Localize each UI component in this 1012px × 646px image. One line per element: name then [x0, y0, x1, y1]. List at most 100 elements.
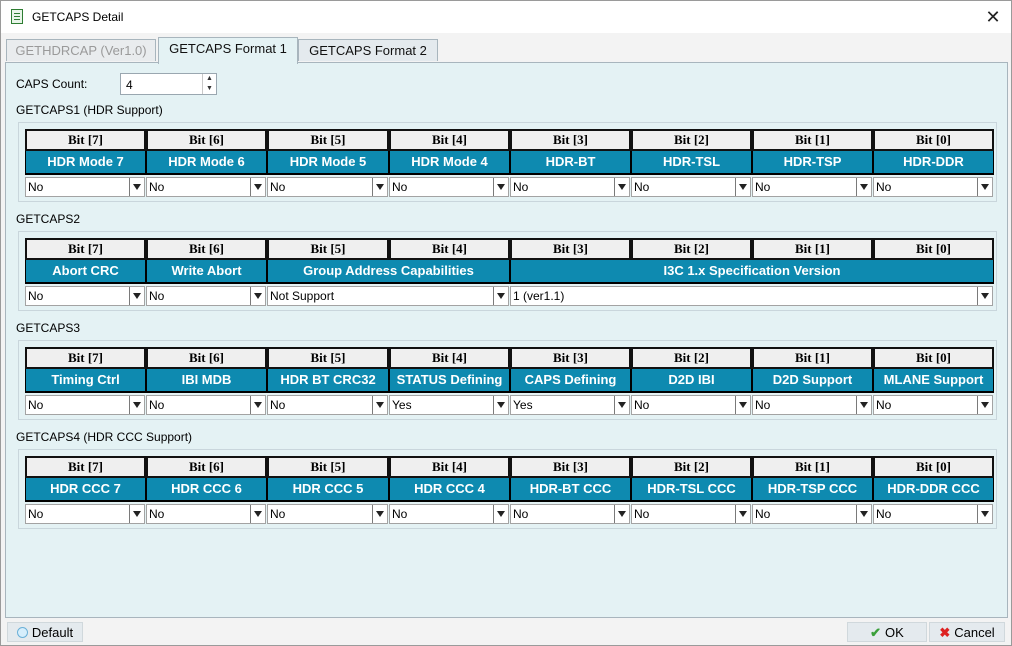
tab-getcaps-format-1[interactable]: GETCAPS Format 1	[158, 37, 298, 64]
field-value-select[interactable]: No	[873, 395, 993, 415]
dropdown-arrow-icon[interactable]	[977, 178, 992, 196]
dropdown-arrow-icon[interactable]	[977, 287, 992, 305]
field-value-select[interactable]: No	[389, 504, 509, 524]
dropdown-arrow-icon[interactable]	[129, 396, 144, 414]
field-value-select[interactable]: No	[146, 504, 266, 524]
bit-header: Bit [4]	[389, 129, 510, 151]
field-header: HDR-TSL CCC	[631, 478, 752, 502]
dropdown-arrow-icon[interactable]	[250, 178, 265, 196]
select-value: No	[392, 180, 408, 194]
dropdown-arrow-icon[interactable]	[856, 396, 871, 414]
bit-header: Bit [1]	[752, 129, 873, 151]
field-value-select[interactable]: No	[146, 395, 266, 415]
bit-header: Bit [7]	[25, 347, 146, 369]
field-value-select[interactable]: No	[267, 395, 388, 415]
field-header: STATUS Defining	[389, 369, 510, 393]
dropdown-arrow-icon[interactable]	[250, 287, 265, 305]
field-value-select[interactable]: No	[510, 177, 630, 197]
dropdown-arrow-icon[interactable]	[372, 178, 387, 196]
tab-getcaps-format-2[interactable]: GETCAPS Format 2	[298, 39, 438, 61]
caps-count-value[interactable]: 4	[126, 78, 133, 92]
bit-header: Bit [7]	[25, 129, 146, 151]
spinner-buttons: ▲ ▼	[202, 74, 216, 94]
field-value-select[interactable]: No	[631, 504, 751, 524]
close-icon[interactable]: ✕	[985, 7, 1001, 27]
field-value-select[interactable]: No	[25, 286, 145, 306]
select-value: No	[513, 507, 529, 521]
bit-header: Bit [0]	[873, 238, 994, 260]
dropdown-arrow-icon[interactable]	[129, 178, 144, 196]
dropdown-arrow-icon[interactable]	[250, 396, 265, 414]
field-header: HDR BT CRC32	[267, 369, 389, 393]
select-value: Not Support	[270, 289, 335, 303]
dropdown-arrow-icon[interactable]	[614, 505, 629, 523]
field-header: Abort CRC	[25, 260, 146, 284]
select-value: No	[149, 398, 165, 412]
bit-header: Bit [6]	[146, 347, 267, 369]
field-header: D2D IBI	[631, 369, 752, 393]
select-value: No	[513, 180, 529, 194]
field-header: Group Address Capabilities	[267, 260, 510, 284]
bit-header: Bit [6]	[146, 238, 267, 260]
field-value-select[interactable]: No	[267, 504, 388, 524]
ok-button[interactable]: ✔ OK	[847, 622, 927, 642]
field-value-select[interactable]: Yes	[510, 395, 630, 415]
dropdown-arrow-icon[interactable]	[493, 178, 508, 196]
field-value-select[interactable]: No	[873, 177, 993, 197]
field-value-select[interactable]: No	[146, 177, 266, 197]
bit-header: Bit [2]	[631, 129, 752, 151]
field-value-select[interactable]: No	[752, 504, 872, 524]
field-value-select[interactable]: No	[631, 177, 751, 197]
dropdown-arrow-icon[interactable]	[372, 396, 387, 414]
field-header: MLANE Support	[873, 369, 994, 393]
select-value: No	[149, 180, 165, 194]
dropdown-arrow-icon[interactable]	[250, 505, 265, 523]
spin-down-icon[interactable]: ▼	[206, 85, 213, 92]
dropdown-arrow-icon[interactable]	[614, 396, 629, 414]
caps-count-label: CAPS Count:	[16, 77, 88, 91]
field-value-select[interactable]: 1 (ver1.1)	[510, 286, 993, 306]
dropdown-arrow-icon[interactable]	[493, 396, 508, 414]
dropdown-arrow-icon[interactable]	[493, 505, 508, 523]
field-value-select[interactable]: No	[752, 395, 872, 415]
field-value-select[interactable]: No	[752, 177, 872, 197]
field-value-select[interactable]: No	[25, 504, 145, 524]
dropdown-arrow-icon[interactable]	[735, 178, 750, 196]
dropdown-arrow-icon[interactable]	[372, 505, 387, 523]
bit-header: Bit [1]	[752, 238, 873, 260]
cancel-button[interactable]: ✖ Cancel	[929, 622, 1005, 642]
default-button[interactable]: Default	[7, 622, 83, 642]
field-value-select[interactable]: No	[389, 177, 509, 197]
field-value-select[interactable]: No	[146, 286, 266, 306]
field-value-select[interactable]: No	[631, 395, 751, 415]
getcaps-group: Bit [7] Bit [6] Bit [5] Bit [4] Bit [3] Bit […	[18, 122, 997, 202]
dropdown-arrow-icon[interactable]	[856, 178, 871, 196]
spin-up-icon[interactable]: ▲	[206, 75, 213, 82]
field-value-select[interactable]: No	[25, 177, 145, 197]
field-value-select[interactable]: No	[510, 504, 630, 524]
dropdown-arrow-icon[interactable]	[614, 178, 629, 196]
field-value-select[interactable]: Yes	[389, 395, 509, 415]
field-header: HDR Mode 6	[146, 151, 267, 175]
dropdown-arrow-icon[interactable]	[129, 505, 144, 523]
field-header: HDR CCC 4	[389, 478, 510, 502]
dropdown-arrow-icon[interactable]	[735, 505, 750, 523]
check-icon: ✔	[870, 625, 882, 640]
bit-header: Bit [3]	[510, 238, 631, 260]
dropdown-arrow-icon[interactable]	[735, 396, 750, 414]
field-header: HDR CCC 5	[267, 478, 389, 502]
field-value-select[interactable]: Not Support	[267, 286, 509, 306]
field-value-select[interactable]: No	[873, 504, 993, 524]
dropdown-arrow-icon[interactable]	[493, 287, 508, 305]
caps-count-spinner[interactable]: 4 ▲ ▼	[120, 73, 217, 95]
dropdown-arrow-icon[interactable]	[856, 505, 871, 523]
dropdown-arrow-icon[interactable]	[977, 396, 992, 414]
field-value-select[interactable]: No	[25, 395, 145, 415]
dropdown-arrow-icon[interactable]	[129, 287, 144, 305]
bit-header: Bit [5]	[267, 456, 389, 478]
bit-header: Bit [5]	[267, 238, 389, 260]
tab-gethdrcap[interactable]: GETHDRCAP (Ver1.0)	[6, 39, 156, 61]
dropdown-arrow-icon[interactable]	[977, 505, 992, 523]
field-value-select[interactable]: No	[267, 177, 388, 197]
default-label: Default	[31, 625, 74, 640]
